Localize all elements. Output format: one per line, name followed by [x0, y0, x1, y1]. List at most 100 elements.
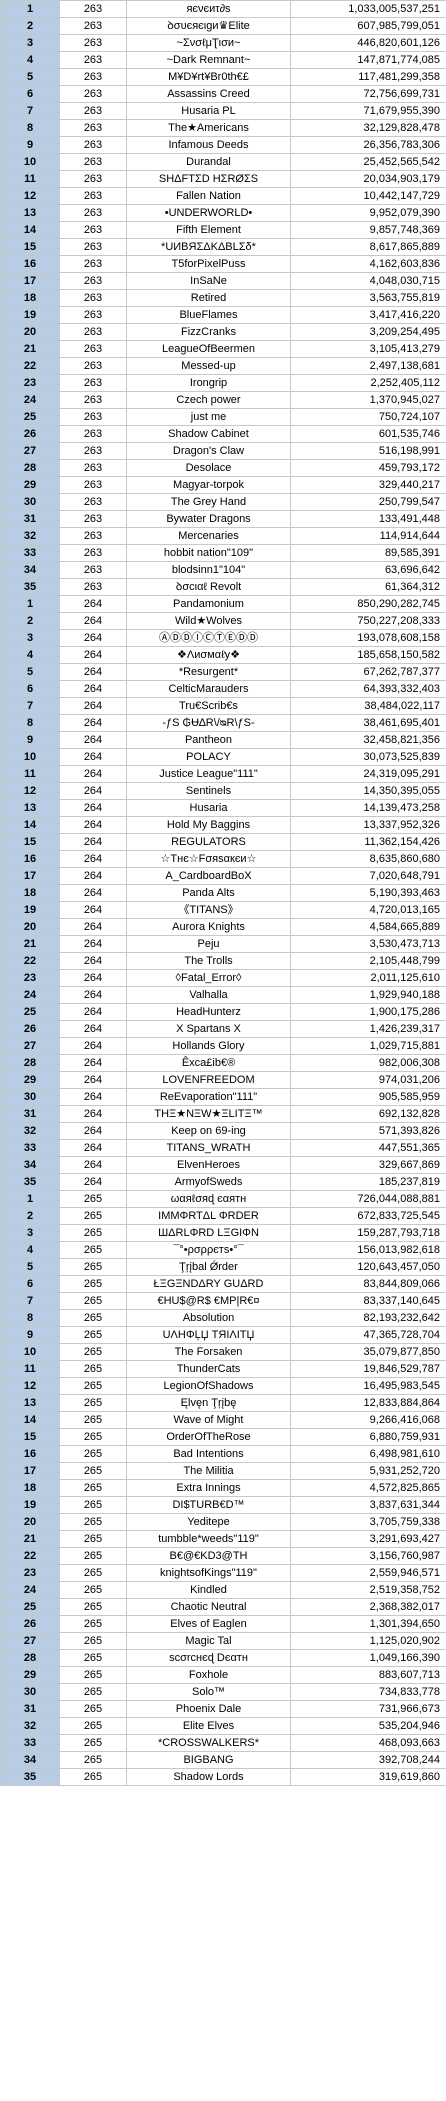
score-cell[interactable]: 750,724,107 — [290, 408, 446, 426]
rank-cell[interactable]: 35 — [0, 1768, 60, 1786]
rank-cell[interactable]: 2 — [0, 17, 60, 35]
guild-name-cell[interactable]: HeadHunterz — [126, 1003, 291, 1021]
guild-name-cell[interactable]: The Forsaken — [126, 1343, 291, 1361]
guild-name-cell[interactable]: Messed-up — [126, 357, 291, 375]
score-cell[interactable]: 535,204,946 — [290, 1717, 446, 1735]
rank-cell[interactable]: 3 — [0, 629, 60, 647]
score-cell[interactable]: 64,393,332,403 — [290, 680, 446, 698]
score-cell[interactable]: 3,563,755,819 — [290, 289, 446, 307]
guild-name-cell[interactable]: Kindled — [126, 1581, 291, 1599]
server-cell[interactable]: 264 — [59, 918, 127, 936]
guild-name-cell[interactable]: Foxhole — [126, 1666, 291, 1684]
rank-cell[interactable]: 30 — [0, 493, 60, 511]
rank-cell[interactable]: 19 — [0, 306, 60, 324]
score-cell[interactable]: 83,844,809,066 — [290, 1275, 446, 1293]
score-cell[interactable]: 1,301,394,650 — [290, 1615, 446, 1633]
server-cell[interactable]: 265 — [59, 1445, 127, 1463]
rank-cell[interactable]: 26 — [0, 1615, 60, 1633]
server-cell[interactable]: 265 — [59, 1190, 127, 1208]
rank-cell[interactable]: 21 — [0, 1530, 60, 1548]
score-cell[interactable]: 734,833,778 — [290, 1683, 446, 1701]
guild-name-cell[interactable]: M¥D¥rt¥Br0th€£ — [126, 68, 291, 86]
rank-cell[interactable]: 18 — [0, 1479, 60, 1497]
server-cell[interactable]: 265 — [59, 1683, 127, 1701]
rank-cell[interactable]: 6 — [0, 1275, 60, 1293]
score-cell[interactable]: 20,034,903,179 — [290, 170, 446, 188]
rank-cell[interactable]: 34 — [0, 561, 60, 579]
rank-cell[interactable]: 4 — [0, 51, 60, 69]
rank-cell[interactable]: 20 — [0, 323, 60, 341]
score-cell[interactable]: 82,193,232,642 — [290, 1309, 446, 1327]
server-cell[interactable]: 263 — [59, 578, 127, 596]
score-cell[interactable]: 114,914,644 — [290, 527, 446, 545]
guild-name-cell[interactable]: Solo™ — [126, 1683, 291, 1701]
server-cell[interactable]: 263 — [59, 561, 127, 579]
score-cell[interactable]: 750,227,208,333 — [290, 612, 446, 630]
guild-name-cell[interactable]: ⒶⒹⒹⒾⒸⓉⒺⒹⒹ — [126, 629, 291, 647]
score-cell[interactable]: 14,139,473,258 — [290, 799, 446, 817]
server-cell[interactable]: 264 — [59, 1105, 127, 1123]
rank-cell[interactable]: 22 — [0, 1547, 60, 1565]
server-cell[interactable]: 264 — [59, 884, 127, 902]
score-cell[interactable]: 120,643,457,050 — [290, 1258, 446, 1276]
score-cell[interactable]: 185,237,819 — [290, 1173, 446, 1191]
score-cell[interactable]: 1,900,175,286 — [290, 1003, 446, 1021]
rank-cell[interactable]: 17 — [0, 272, 60, 290]
guild-name-cell[interactable]: REGULATORS — [126, 833, 291, 851]
guild-name-cell[interactable]: Desolace — [126, 459, 291, 477]
rank-cell[interactable]: 21 — [0, 340, 60, 358]
server-cell[interactable]: 265 — [59, 1768, 127, 1786]
guild-name-cell[interactable]: Valhalla — [126, 986, 291, 1004]
rank-cell[interactable]: 24 — [0, 391, 60, 409]
server-cell[interactable]: 265 — [59, 1343, 127, 1361]
rank-cell[interactable]: 18 — [0, 289, 60, 307]
score-cell[interactable]: 12,833,884,864 — [290, 1394, 446, 1412]
guild-name-cell[interactable]: The★Americans — [126, 119, 291, 137]
rank-cell[interactable]: 29 — [0, 476, 60, 494]
rank-cell[interactable]: 8 — [0, 1309, 60, 1327]
guild-name-cell[interactable]: Absolution — [126, 1309, 291, 1327]
score-cell[interactable]: 185,658,150,582 — [290, 646, 446, 664]
score-cell[interactable]: 13,337,952,326 — [290, 816, 446, 834]
score-cell[interactable]: 9,952,079,390 — [290, 204, 446, 222]
score-cell[interactable]: 4,584,665,889 — [290, 918, 446, 936]
guild-name-cell[interactable]: ¯°•ρσρρєтѕ•°¯ — [126, 1241, 291, 1259]
rank-cell[interactable]: 35 — [0, 1173, 60, 1191]
score-cell[interactable]: 63,696,642 — [290, 561, 446, 579]
server-cell[interactable]: 265 — [59, 1479, 127, 1497]
score-cell[interactable]: 72,756,699,731 — [290, 85, 446, 103]
rank-cell[interactable]: 19 — [0, 901, 60, 919]
server-cell[interactable]: 265 — [59, 1326, 127, 1344]
rank-cell[interactable]: 7 — [0, 102, 60, 120]
rank-cell[interactable]: 17 — [0, 867, 60, 885]
rank-cell[interactable]: 32 — [0, 1122, 60, 1140]
server-cell[interactable]: 263 — [59, 85, 127, 103]
guild-name-cell[interactable]: ElvenHeroes — [126, 1156, 291, 1174]
rank-cell[interactable]: 14 — [0, 221, 60, 239]
server-cell[interactable]: 264 — [59, 680, 127, 698]
server-cell[interactable]: 264 — [59, 1071, 127, 1089]
score-cell[interactable]: 3,705,759,338 — [290, 1513, 446, 1531]
server-cell[interactable]: 264 — [59, 850, 127, 868]
guild-name-cell[interactable]: InSaNe — [126, 272, 291, 290]
score-cell[interactable]: 61,364,312 — [290, 578, 446, 596]
server-cell[interactable]: 263 — [59, 425, 127, 443]
server-cell[interactable]: 265 — [59, 1258, 127, 1276]
score-cell[interactable]: 329,440,217 — [290, 476, 446, 494]
server-cell[interactable]: 265 — [59, 1377, 127, 1395]
rank-cell[interactable]: 23 — [0, 374, 60, 392]
guild-name-cell[interactable]: OrderOfTheRose — [126, 1428, 291, 1446]
server-cell[interactable]: 263 — [59, 340, 127, 358]
guild-name-cell[interactable]: Infamous Deeds — [126, 136, 291, 154]
server-cell[interactable]: 264 — [59, 1037, 127, 1055]
score-cell[interactable]: 38,484,022,117 — [290, 697, 446, 715]
rank-cell[interactable]: 7 — [0, 1292, 60, 1310]
rank-cell[interactable]: 29 — [0, 1071, 60, 1089]
rank-cell[interactable]: 15 — [0, 1428, 60, 1446]
server-cell[interactable]: 264 — [59, 1088, 127, 1106]
score-cell[interactable]: 4,720,013,165 — [290, 901, 446, 919]
guild-name-cell[interactable]: Aurora Knights — [126, 918, 291, 936]
score-cell[interactable]: 7,020,648,791 — [290, 867, 446, 885]
server-cell[interactable]: 264 — [59, 748, 127, 766]
guild-name-cell[interactable]: Extra Innings — [126, 1479, 291, 1497]
